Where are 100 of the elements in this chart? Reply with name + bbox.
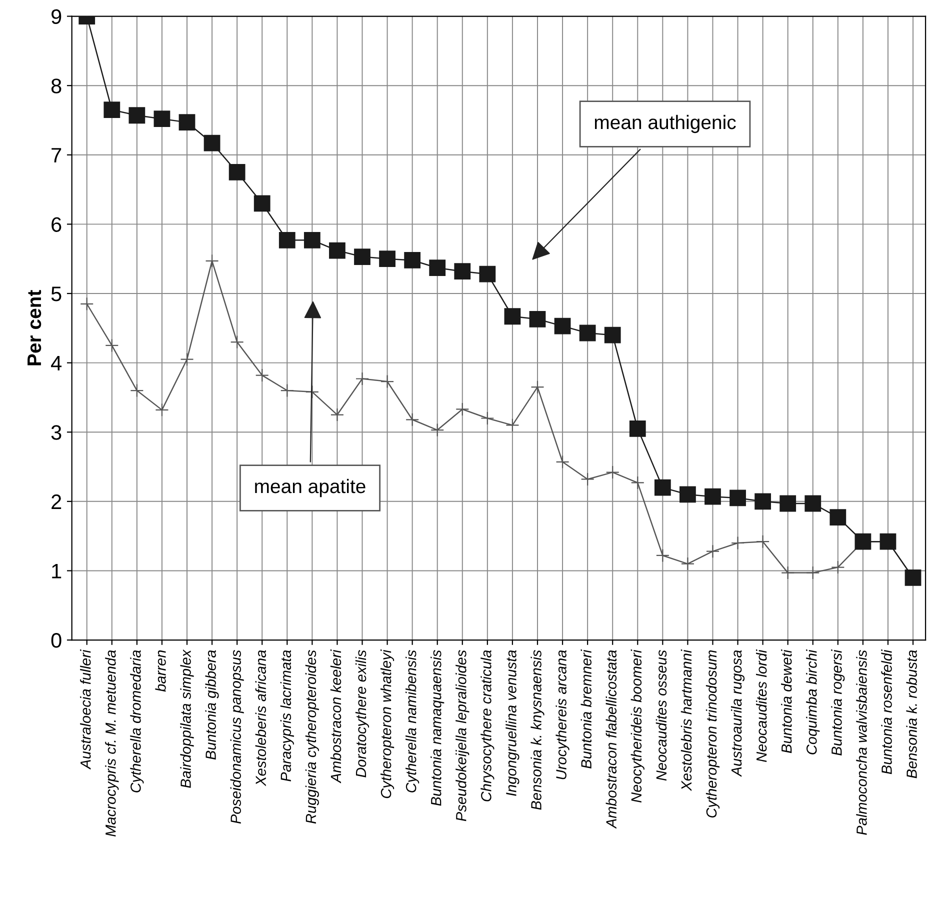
x-tick-label: Cytherella namibensis: [406, 650, 420, 792]
point: [580, 472, 594, 486]
x-tick-label: Ambostracon flabellicostata: [606, 650, 617, 829]
point: [380, 374, 394, 388]
point: [806, 566, 820, 580]
point: [680, 556, 695, 571]
point: [606, 466, 620, 480]
point: [781, 566, 795, 580]
x-tick-label: Neocaudites osseus: [656, 650, 667, 781]
point: [804, 495, 822, 512]
x-tick-label: Buntonia namaquaensis: [430, 650, 444, 806]
point: [155, 403, 169, 417]
point: [730, 536, 745, 550]
annotation: mean authigenic: [594, 114, 736, 134]
point: [105, 338, 119, 352]
point: [656, 548, 670, 562]
point: [230, 335, 244, 349]
x-tick-label: Coquimba birchi: [806, 649, 820, 754]
x-tick-label: Xestoleberis africana: [255, 650, 266, 786]
point: [456, 402, 470, 416]
point: [556, 455, 570, 469]
point: [554, 318, 571, 334]
x-tick-label: Neocaudites lordi: [756, 649, 767, 762]
point: [780, 495, 796, 512]
point: [329, 242, 346, 259]
point: [354, 248, 370, 265]
point: [480, 411, 494, 426]
x-tick-label: Pseudokeijella lepralioides: [456, 650, 470, 822]
x-tick-label: Buntonia gibbera: [205, 650, 219, 760]
x-tick-label: Urocythereis arcana: [556, 650, 570, 780]
x-tick-label: Ruggieria cytheropteroides: [305, 650, 319, 824]
point: [430, 423, 444, 437]
point: [830, 509, 846, 526]
point: [205, 254, 219, 268]
x-tick-label: Palmoconcha walvisbaiensis: [856, 650, 867, 835]
point: [128, 107, 146, 124]
point: [529, 310, 546, 328]
point: [756, 534, 770, 548]
point: [730, 490, 746, 506]
point: [429, 260, 446, 276]
y-tick-label: 7: [52, 148, 62, 162]
point: [630, 476, 644, 490]
point: [228, 164, 246, 180]
y-tick-label: 2: [52, 494, 62, 509]
point: [130, 384, 144, 398]
point: [530, 380, 544, 394]
point: [680, 486, 696, 503]
point: [104, 102, 120, 118]
point: [506, 418, 520, 432]
point: [178, 114, 196, 131]
x-tick-label: Xestolebris hartmanni: [680, 649, 692, 792]
y-axis-title: Per cent: [28, 290, 42, 366]
point: [204, 134, 220, 152]
point: [154, 110, 170, 128]
x-tick-label: Buntonia rogersi: [831, 649, 845, 756]
x-tick-label: Australoecia fulleri: [80, 649, 91, 770]
x-tick-label: Ambostracon keeleri: [330, 649, 342, 784]
point: [629, 420, 646, 437]
x-tick-label: barren: [155, 650, 166, 692]
point: [305, 385, 319, 399]
y-tick-label: 1: [52, 564, 62, 578]
y-tick-label: 6: [52, 217, 62, 232]
y-tick-label: 5: [51, 286, 62, 302]
point: [504, 308, 521, 325]
y-tick-label: 8: [51, 78, 62, 94]
point: [180, 352, 194, 366]
x-tick-label: Chrysocythere craticula: [480, 650, 494, 802]
x-tick-label: Bensonia k. knysnaensis: [530, 650, 544, 810]
x-tick-label: Buntonia deweti: [781, 649, 792, 754]
point: [706, 544, 720, 558]
y-tick-label: 4: [51, 356, 62, 370]
y-tick-label: 9: [52, 9, 62, 24]
x-tick-label: Bensonia k. robusta: [906, 650, 917, 778]
x-tick-label: Poseidonamicus panopsus: [230, 650, 244, 824]
x-tick-label: Cytheropteron trinodosum: [706, 650, 720, 818]
point: [454, 263, 471, 280]
x-tick-label: Paracypris lacrimata: [280, 650, 294, 782]
point: [579, 324, 596, 342]
point: [754, 493, 771, 510]
point: [80, 297, 94, 311]
annotation: mean apatite: [255, 478, 366, 498]
x-tick-label: Buntonia bremneri: [580, 649, 592, 768]
point: [304, 232, 320, 248]
point: [654, 479, 671, 496]
point: [406, 412, 420, 426]
x-tick-label: Cytherella dromedaria: [130, 650, 144, 792]
point: [404, 252, 421, 268]
x-tick-label: Buntonia rosenfeldi: [881, 649, 892, 774]
point: [355, 372, 370, 386]
point: [379, 250, 396, 268]
y-tick-label: 3: [51, 425, 62, 440]
point: [280, 384, 294, 398]
x-tick-label: Ingongruellina venusta: [506, 650, 520, 796]
point: [604, 326, 621, 344]
y-tick-label: 0: [51, 633, 62, 648]
point: [255, 368, 269, 382]
point: [831, 560, 845, 574]
x-tick-label: Doratocythere exilis: [355, 650, 370, 778]
x-tick-label: Austroaurila rugosa: [730, 650, 745, 777]
x-tick-label: Bairdoppilata simplex: [180, 649, 194, 788]
